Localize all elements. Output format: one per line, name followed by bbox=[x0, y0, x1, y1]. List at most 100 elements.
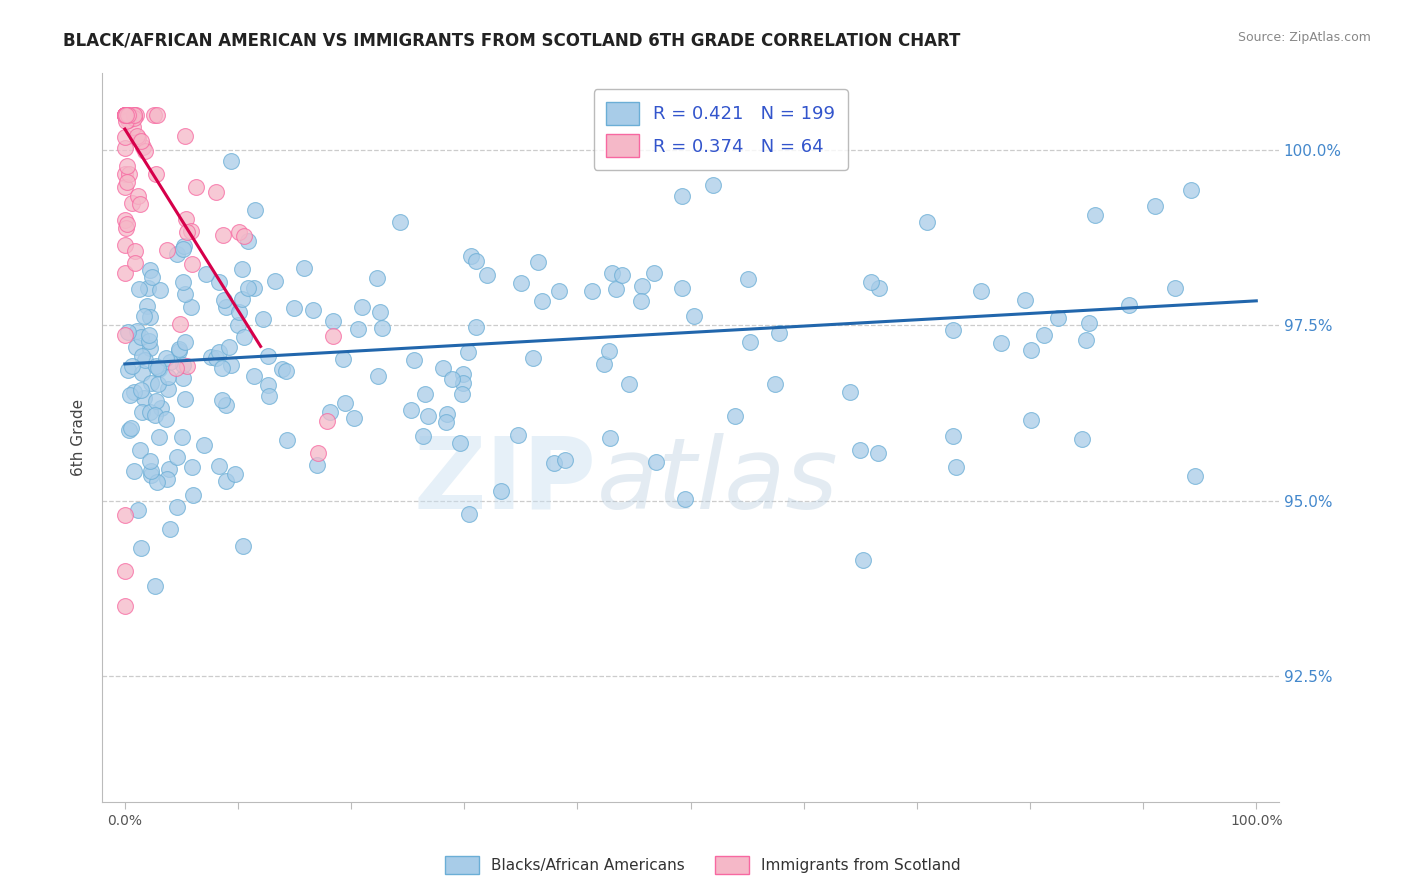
Point bbox=[554, 453, 576, 467]
Point bbox=[465, 320, 488, 334]
Point bbox=[117, 217, 139, 231]
Point bbox=[1164, 281, 1187, 295]
Point bbox=[371, 320, 394, 334]
Point bbox=[122, 120, 145, 134]
Text: atlas: atlas bbox=[596, 433, 838, 530]
Point bbox=[131, 405, 153, 419]
Point bbox=[598, 343, 620, 358]
Point bbox=[868, 281, 890, 295]
Point bbox=[839, 385, 862, 400]
Point bbox=[117, 108, 139, 122]
Point bbox=[990, 335, 1012, 350]
Point bbox=[117, 363, 139, 377]
Point bbox=[129, 197, 152, 211]
Point bbox=[211, 361, 233, 376]
Point bbox=[146, 475, 169, 489]
Point bbox=[139, 468, 162, 483]
Point bbox=[915, 215, 938, 229]
Point bbox=[143, 409, 166, 423]
Point bbox=[526, 254, 548, 268]
Point bbox=[145, 393, 167, 408]
Point bbox=[132, 391, 155, 405]
Point bbox=[114, 266, 136, 280]
Point bbox=[274, 364, 297, 378]
Point bbox=[599, 431, 621, 445]
Point bbox=[737, 272, 759, 286]
Point bbox=[322, 313, 344, 327]
Point bbox=[129, 134, 152, 148]
Point bbox=[543, 456, 565, 470]
Point bbox=[763, 377, 786, 392]
Point bbox=[283, 301, 305, 316]
Point bbox=[436, 407, 458, 421]
Point bbox=[211, 392, 233, 407]
Point bbox=[134, 144, 156, 158]
Point bbox=[156, 472, 179, 486]
Point bbox=[114, 180, 136, 194]
Point bbox=[243, 369, 266, 384]
Point bbox=[305, 458, 328, 472]
Point bbox=[143, 579, 166, 593]
Point bbox=[605, 283, 627, 297]
Point bbox=[221, 153, 243, 168]
Point bbox=[121, 196, 143, 211]
Point bbox=[129, 330, 152, 344]
Point bbox=[139, 310, 162, 324]
Point bbox=[166, 247, 188, 261]
Point bbox=[301, 302, 323, 317]
Point bbox=[180, 300, 202, 314]
Point bbox=[139, 454, 162, 468]
Point bbox=[1021, 343, 1043, 357]
Point bbox=[219, 358, 242, 372]
Point bbox=[218, 340, 240, 354]
Point bbox=[322, 329, 344, 343]
Point bbox=[205, 351, 228, 365]
Point bbox=[1143, 199, 1166, 213]
Point bbox=[457, 345, 479, 359]
Text: Source: ZipAtlas.com: Source: ZipAtlas.com bbox=[1237, 31, 1371, 45]
Point bbox=[114, 508, 136, 522]
Point bbox=[118, 423, 141, 437]
Point bbox=[671, 281, 693, 295]
Point bbox=[231, 292, 253, 306]
Point bbox=[166, 450, 188, 464]
Point bbox=[156, 382, 179, 396]
Point bbox=[868, 446, 890, 460]
Point bbox=[228, 305, 250, 319]
Point bbox=[232, 539, 254, 553]
Point bbox=[138, 342, 160, 356]
Point bbox=[115, 108, 138, 122]
Point bbox=[243, 281, 266, 295]
Point bbox=[1077, 316, 1099, 330]
Point bbox=[630, 294, 652, 309]
Point bbox=[214, 398, 236, 412]
Legend: R = 0.421   N = 199, R = 0.374   N = 64: R = 0.421 N = 199, R = 0.374 N = 64 bbox=[593, 89, 848, 170]
Point bbox=[129, 443, 152, 458]
Point bbox=[264, 273, 287, 287]
Point bbox=[292, 260, 315, 275]
Point bbox=[131, 349, 153, 363]
Point bbox=[124, 256, 146, 270]
Point bbox=[174, 128, 197, 143]
Point bbox=[145, 359, 167, 373]
Point bbox=[1084, 208, 1107, 222]
Point bbox=[114, 167, 136, 181]
Point bbox=[169, 317, 191, 331]
Point bbox=[270, 362, 292, 376]
Point bbox=[138, 334, 160, 349]
Point bbox=[114, 108, 136, 122]
Point bbox=[450, 387, 472, 401]
Point bbox=[139, 464, 162, 478]
Point bbox=[581, 285, 603, 299]
Point bbox=[460, 249, 482, 263]
Point bbox=[738, 335, 761, 350]
Point bbox=[852, 553, 875, 567]
Point bbox=[232, 229, 254, 244]
Point bbox=[174, 211, 197, 226]
Point bbox=[942, 429, 965, 443]
Point bbox=[114, 108, 136, 122]
Point bbox=[131, 366, 153, 380]
Point bbox=[412, 428, 434, 442]
Point bbox=[127, 130, 149, 145]
Legend: Blacks/African Americans, Immigrants from Scotland: Blacks/African Americans, Immigrants fro… bbox=[439, 850, 967, 880]
